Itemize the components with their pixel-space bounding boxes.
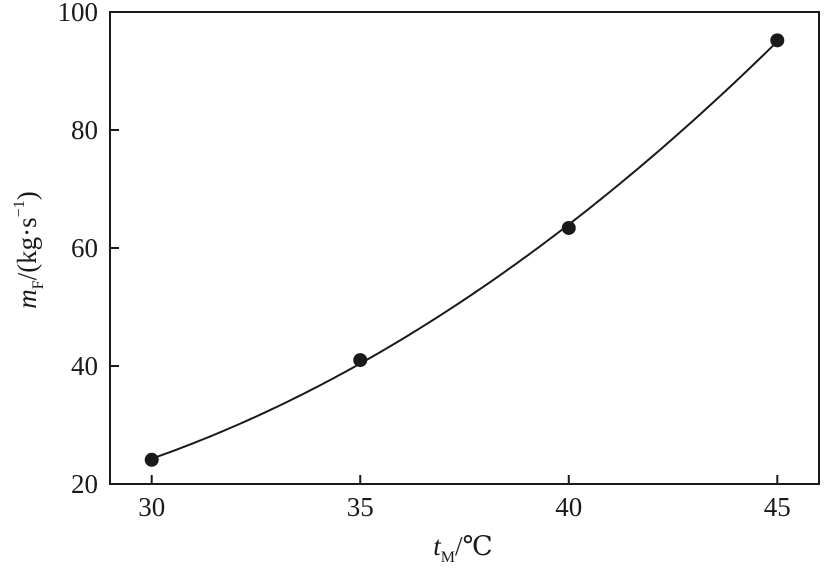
y-axis-subscript: F xyxy=(30,280,47,289)
x-tick-label: 45 xyxy=(764,492,791,522)
fit-curve-line xyxy=(151,40,778,460)
y-tick-label: 40 xyxy=(71,351,98,381)
x-axis-unit: /℃ xyxy=(455,531,493,561)
data-points-layer xyxy=(144,33,785,467)
data-point xyxy=(561,220,576,235)
y-axis-symbol: m xyxy=(12,289,42,309)
data-point xyxy=(353,353,368,368)
x-tick-label: 40 xyxy=(555,492,582,522)
y-tick-label: 20 xyxy=(71,469,98,499)
x-axis-label: tM/℃ xyxy=(433,531,492,563)
y-axis-unit-prefix: /(kg·s xyxy=(12,217,42,280)
y-tick-label: 60 xyxy=(71,233,98,263)
y-tick-label: 80 xyxy=(71,115,98,145)
plot-frame xyxy=(109,11,820,485)
data-point xyxy=(144,452,159,467)
x-axis-symbol: t xyxy=(433,531,442,561)
axes-layer: 30 35 40 45 20 40 60 80 100 xyxy=(58,0,820,522)
x-axis-subscript: M xyxy=(441,549,455,563)
data-point xyxy=(770,33,785,48)
y-axis-unit-suffix: ) xyxy=(12,191,42,200)
x-tick-label: 30 xyxy=(138,492,165,522)
x-tick-label: 35 xyxy=(347,492,374,522)
y-tick-label: 100 xyxy=(58,0,99,27)
y-axis-unit-exponent: −1 xyxy=(11,200,28,217)
y-axis-label: mF/(kg·s−1) xyxy=(11,191,47,308)
fit-curve-layer xyxy=(151,40,778,460)
